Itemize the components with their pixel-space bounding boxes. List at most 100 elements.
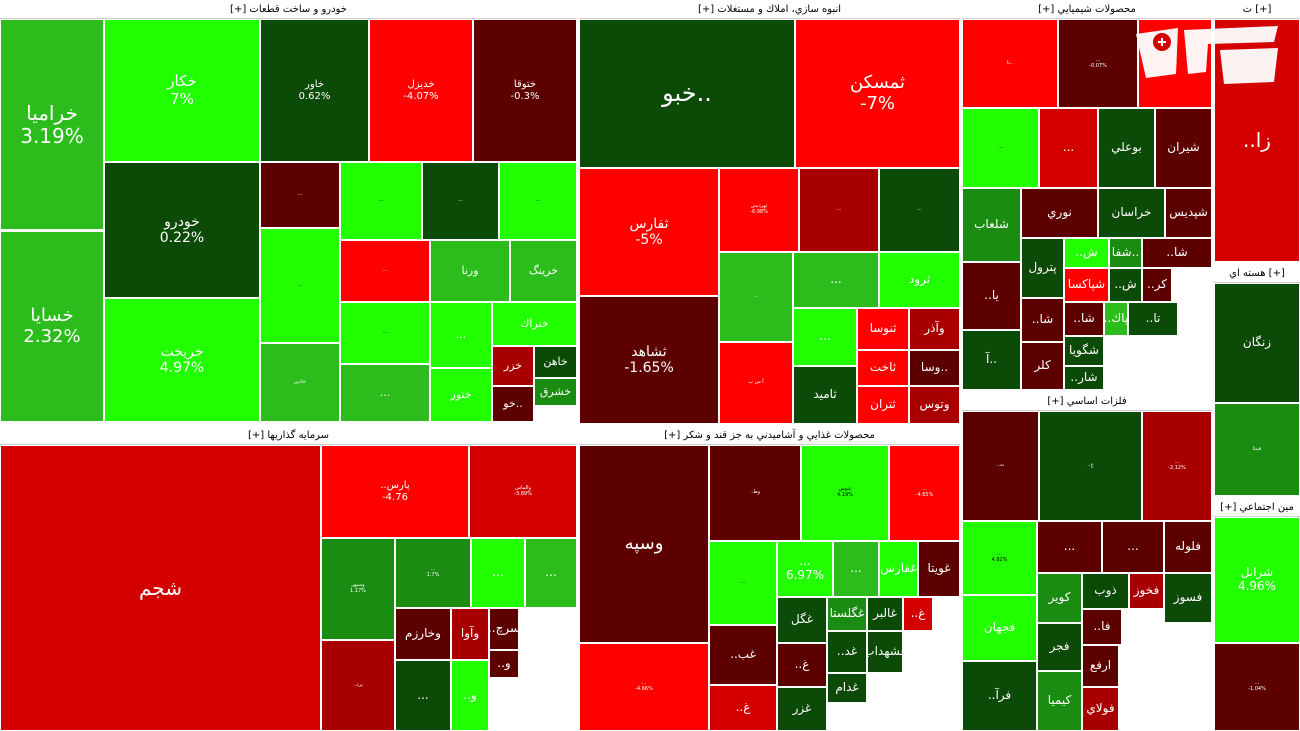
stock-tile[interactable]: ..غ <box>903 597 933 631</box>
sector-title[interactable]: [+] هسته اي <box>1214 264 1300 283</box>
stock-tile[interactable]: ... <box>1102 521 1164 573</box>
stock-tile[interactable]: غويتا <box>918 541 960 597</box>
stock-tile[interactable]: بوعلي <box>1098 108 1155 188</box>
stock-tile[interactable]: ..شا <box>1064 302 1104 336</box>
stock-tile[interactable]: شپاكسا <box>1064 268 1109 302</box>
stock-tile[interactable]: غنوش 4.19% <box>801 445 889 541</box>
stock-tile[interactable]: ... -0.07% <box>1058 19 1138 108</box>
stock-tile[interactable]: زنگان <box>1214 283 1300 403</box>
stock-tile[interactable]: ..شا <box>1021 298 1064 342</box>
stock-tile[interactable]: ... <box>1039 108 1098 188</box>
stock-tile[interactable]: غدام <box>827 673 867 703</box>
stock-tile[interactable]: خو.. <box>492 386 534 422</box>
stock-tile[interactable]: خسايا 2.32% <box>0 231 104 422</box>
stock-tile[interactable]: خكار 7% <box>104 19 260 162</box>
stock-tile[interactable]: وخارزم <box>395 608 451 660</box>
stock-tile[interactable]: ... <box>395 660 451 731</box>
stock-tile[interactable]: نوري <box>1021 188 1098 238</box>
stock-tile[interactable]: ..غ <box>777 643 827 687</box>
stock-tile[interactable]: پترول <box>1021 238 1064 298</box>
stock-tile[interactable]: وسا.. <box>909 350 960 386</box>
sector-title[interactable]: خودرو و ساخت قطعات [+] <box>0 0 577 19</box>
stock-tile[interactable]: ثفارس -5% <box>579 168 719 296</box>
stock-tile[interactable]: كلر <box>1021 342 1064 390</box>
stock-tile[interactable]: شلعاب <box>962 188 1021 262</box>
stock-tile[interactable]: ... <box>471 538 525 608</box>
stock-tile[interactable]: وسپهر 1.17% <box>321 538 395 640</box>
stock-tile[interactable]: شپديس <box>1165 188 1212 238</box>
stock-tile[interactable]: كيميا <box>1037 671 1082 731</box>
stock-tile[interactable]: شرانل 4.96% <box>1214 517 1300 643</box>
stock-tile[interactable]: وآوا <box>451 608 489 660</box>
stock-tile[interactable]: ... <box>719 252 793 342</box>
stock-tile[interactable]: غشهداب <box>867 631 903 673</box>
stock-tile[interactable]: ..كر <box>1142 268 1172 302</box>
stock-tile[interactable]: آ س پ <box>719 342 793 424</box>
sector-title[interactable]: انبوه سازي، املاك و مستغلات [+] <box>579 0 960 19</box>
stock-tile[interactable]: ثرود <box>879 252 960 308</box>
stock-tile[interactable]: فولاي <box>1082 687 1119 731</box>
stock-tile[interactable]: خبو.. <box>579 19 795 168</box>
stock-tile[interactable]: ... 1.7% <box>395 538 471 608</box>
stock-tile[interactable]: فسوز <box>1164 573 1212 623</box>
stock-tile[interactable]: ... -1.04% <box>1214 643 1300 731</box>
stock-tile[interactable]: غگل <box>777 597 827 643</box>
stock-tile[interactable]: خريخت 4.97% <box>104 298 260 422</box>
stock-tile[interactable]: ..و <box>489 650 519 678</box>
stock-tile[interactable]: خديزل -4.07% <box>369 19 473 162</box>
stock-tile[interactable]: ..پارس -4.76 <box>321 445 469 538</box>
stock-tile[interactable]: ... 4.82% <box>962 521 1037 595</box>
stock-tile[interactable]: ... <box>340 162 422 240</box>
stock-tile[interactable]: غالبر <box>867 597 903 631</box>
stock-tile[interactable]: ..پرد <box>321 640 395 731</box>
stock-tile[interactable]: ..شار <box>1064 366 1104 390</box>
stock-tile[interactable]: ذوب <box>1082 573 1129 609</box>
stock-tile[interactable]: شيران <box>1155 108 1212 188</box>
stock-tile[interactable]: ... <box>793 252 879 308</box>
stock-tile[interactable]: فجر <box>1037 623 1082 671</box>
stock-tile[interactable]: ..وط <box>709 445 801 541</box>
stock-tile[interactable]: خشرق <box>534 378 577 406</box>
sector-title[interactable]: محصولات غذايي و آشاميدني به جز قند و شكر… <box>579 426 960 445</box>
stock-tile[interactable]: ..غ <box>709 685 777 731</box>
sector-title[interactable]: سرمايه گذاريها [+] <box>0 426 577 445</box>
stock-tile[interactable]: ..غب <box>709 625 777 685</box>
stock-tile[interactable]: والماس -3.89% <box>469 445 577 538</box>
stock-tile[interactable]: ثتران <box>857 386 909 424</box>
stock-tile[interactable]: ..يا <box>962 262 1021 330</box>
stock-tile[interactable]: ... -4.66% <box>579 643 709 731</box>
stock-tile[interactable]: فپنتا <box>1214 403 1300 496</box>
stock-tile[interactable]: وآذر <box>909 308 960 350</box>
stock-tile[interactable]: ثشاهد -1.65% <box>579 296 719 424</box>
stock-tile[interactable]: ..غ <box>1039 411 1142 521</box>
stock-tile[interactable]: ..سرچ <box>489 608 519 650</box>
stock-tile[interactable]: ... <box>340 364 430 422</box>
stock-tile[interactable]: شجم <box>0 445 321 731</box>
stock-tile[interactable]: شگويا <box>1064 336 1104 366</box>
stock-tile[interactable]: ..فا <box>1082 609 1122 645</box>
stock-tile[interactable]: خودرو 0.22% <box>104 162 260 298</box>
stock-tile[interactable]: وسپه <box>579 445 709 643</box>
stock-tile[interactable]: ... <box>422 162 499 240</box>
stock-tile[interactable]: ... <box>430 302 492 368</box>
stock-tile[interactable]: ..ش <box>1064 238 1109 268</box>
stock-tile[interactable]: ..و <box>451 660 489 731</box>
stock-tile[interactable]: فخوز <box>1129 573 1164 609</box>
stock-tile[interactable]: كوير <box>1037 573 1082 623</box>
stock-tile[interactable]: ثنوسا <box>857 308 909 350</box>
stock-tile[interactable]: ... <box>793 308 857 366</box>
stock-tile[interactable]: ثهرديس -6.98% <box>719 168 799 252</box>
stock-tile[interactable]: خاور 0.62% <box>260 19 369 162</box>
stock-tile[interactable]: آ.. <box>962 330 1021 390</box>
stock-tile[interactable]: ..فرآ <box>962 661 1037 731</box>
sector-title[interactable]: فلزات اساسي [+] <box>962 392 1212 411</box>
stock-tile[interactable]: وتوس <box>909 386 960 424</box>
stock-tile[interactable]: ..ش <box>1109 268 1142 302</box>
stock-tile[interactable]: خراميا 3.19% <box>0 19 104 230</box>
stock-tile[interactable]: خزر <box>492 346 534 386</box>
stock-tile[interactable]: ختراك <box>492 302 577 346</box>
stock-tile[interactable]: ..پاك <box>1104 302 1128 336</box>
stock-tile[interactable]: ... <box>340 240 430 302</box>
sector-title[interactable]: [+] ت <box>1214 0 1300 19</box>
stock-tile[interactable]: ثاميد <box>793 366 857 424</box>
